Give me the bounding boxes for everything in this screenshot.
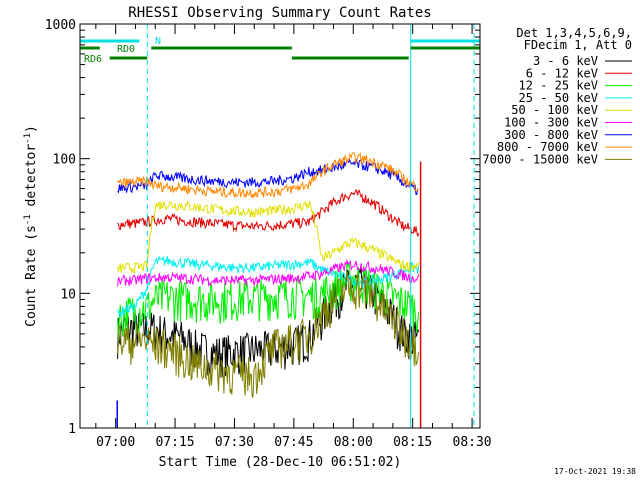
series-line-3 bbox=[117, 261, 420, 343]
x-tick-label: 08:00 bbox=[334, 435, 373, 450]
series-line-2 bbox=[117, 189, 420, 237]
rd0-label: RD0 bbox=[117, 44, 135, 55]
legend-label-2: 6 - 12 keV bbox=[526, 66, 598, 80]
series-line-9 bbox=[117, 270, 420, 398]
legend-label-7: 300 - 800 keV bbox=[504, 128, 598, 142]
y-tick-label: 100 bbox=[53, 153, 76, 168]
legend-label-4: 25 - 50 keV bbox=[519, 91, 598, 105]
y-tick-label: 1 bbox=[68, 422, 76, 437]
y-tick-label: 10 bbox=[60, 287, 76, 302]
timestamp: 17-Oct-2021 19:38 bbox=[554, 467, 636, 476]
legend-label-1: 3 - 6 keV bbox=[533, 54, 598, 68]
y-axis-label: Count Rate (s-1 detector-1) bbox=[23, 125, 39, 327]
x-tick-label: 08:15 bbox=[393, 435, 432, 450]
legend-label-3: 12 - 25 keV bbox=[519, 79, 598, 93]
chart-title: RHESSI Observing Summary Count Rates bbox=[128, 5, 431, 21]
x-axis-label: Start Time (28-Dec-10 06:51:02) bbox=[159, 455, 402, 470]
legend-header-1: Det 1,3,4,5,6,9, bbox=[516, 26, 632, 40]
n-label: N bbox=[155, 36, 161, 47]
x-tick-label: 07:15 bbox=[155, 435, 194, 450]
legend-label-9: 7000 - 15000 keV bbox=[482, 152, 598, 166]
legend-header-2: FDecim 1, Att 0 bbox=[524, 38, 632, 52]
series-line-5 bbox=[117, 200, 420, 275]
legend-label-5: 50 - 100 keV bbox=[511, 103, 598, 117]
plot-frame bbox=[79, 23, 481, 429]
legend-label-6: 100 - 300 keV bbox=[504, 116, 598, 130]
x-tick-label: 07:00 bbox=[96, 435, 135, 450]
series-line-8 bbox=[117, 151, 419, 199]
x-tick-label: 07:30 bbox=[215, 435, 254, 450]
y-tick-label: 1000 bbox=[45, 18, 76, 33]
rd6-label: RD6 bbox=[84, 54, 102, 65]
legend-label-8: 800 - 7000 keV bbox=[497, 140, 598, 154]
x-tick-label: 07:45 bbox=[274, 435, 313, 450]
x-tick-label: 08:30 bbox=[453, 435, 492, 450]
series-line-6 bbox=[117, 258, 420, 288]
